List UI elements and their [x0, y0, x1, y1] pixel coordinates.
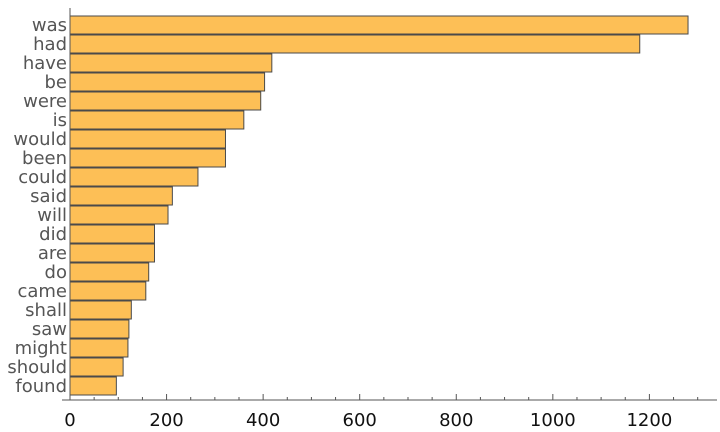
bar-said — [69, 186, 173, 206]
category-label-is: is — [53, 110, 67, 131]
bar-is — [69, 110, 245, 130]
category-label-saw: saw — [32, 319, 67, 340]
category-label-did: did — [39, 224, 67, 245]
category-label-said: said — [30, 186, 67, 207]
category-label-are: are — [38, 243, 67, 264]
bar-were — [69, 91, 262, 111]
x-tick-label-1200: 1200 — [626, 410, 672, 431]
bar-was — [69, 15, 689, 35]
bar-might — [69, 338, 129, 358]
category-label-should: should — [7, 357, 67, 378]
category-label-were: were — [23, 91, 67, 112]
category-label-would: would — [13, 129, 67, 150]
bar-found — [69, 376, 117, 396]
category-label-been: been — [22, 148, 67, 169]
bar-are — [69, 243, 155, 263]
bar-would — [69, 129, 226, 149]
category-label-will: will — [37, 205, 67, 226]
category-label-might: might — [15, 338, 67, 359]
bar-did — [69, 224, 155, 244]
category-label-came: came — [17, 281, 67, 302]
axes-group — [62, 8, 717, 401]
x-tick-label-600: 600 — [343, 410, 377, 431]
bar-will — [69, 205, 169, 225]
bar-have — [69, 53, 273, 73]
bar-be — [69, 72, 266, 92]
category-label-do: do — [45, 262, 67, 283]
x-ticks: 0 200 400 600 800 1000 1200 — [64, 394, 699, 431]
x-tick-label-800: 800 — [439, 410, 473, 431]
x-tick-label-200: 200 — [149, 410, 183, 431]
bars-group — [69, 15, 689, 396]
bar-saw — [69, 319, 130, 339]
category-label-be: be — [45, 72, 68, 93]
category-label-have: have — [23, 53, 67, 74]
category-labels: washadhavebewereiswouldbeencouldsaidwill… — [7, 15, 67, 397]
bar-been — [69, 148, 226, 168]
bar-had — [69, 34, 641, 54]
bar-could — [69, 167, 199, 187]
category-label-had: had — [33, 34, 67, 55]
x-tick-label-1000: 1000 — [530, 410, 576, 431]
category-label-shall: shall — [25, 300, 67, 321]
category-label-was: was — [32, 15, 67, 36]
bar-should — [69, 357, 124, 377]
category-label-found: found — [15, 376, 67, 397]
bar-do — [69, 262, 150, 282]
bar-shall — [69, 300, 132, 320]
x-tick-label-0: 0 — [64, 410, 75, 431]
category-label-could: could — [18, 167, 67, 188]
x-tick-label-400: 400 — [246, 410, 280, 431]
bar-came — [69, 281, 147, 301]
